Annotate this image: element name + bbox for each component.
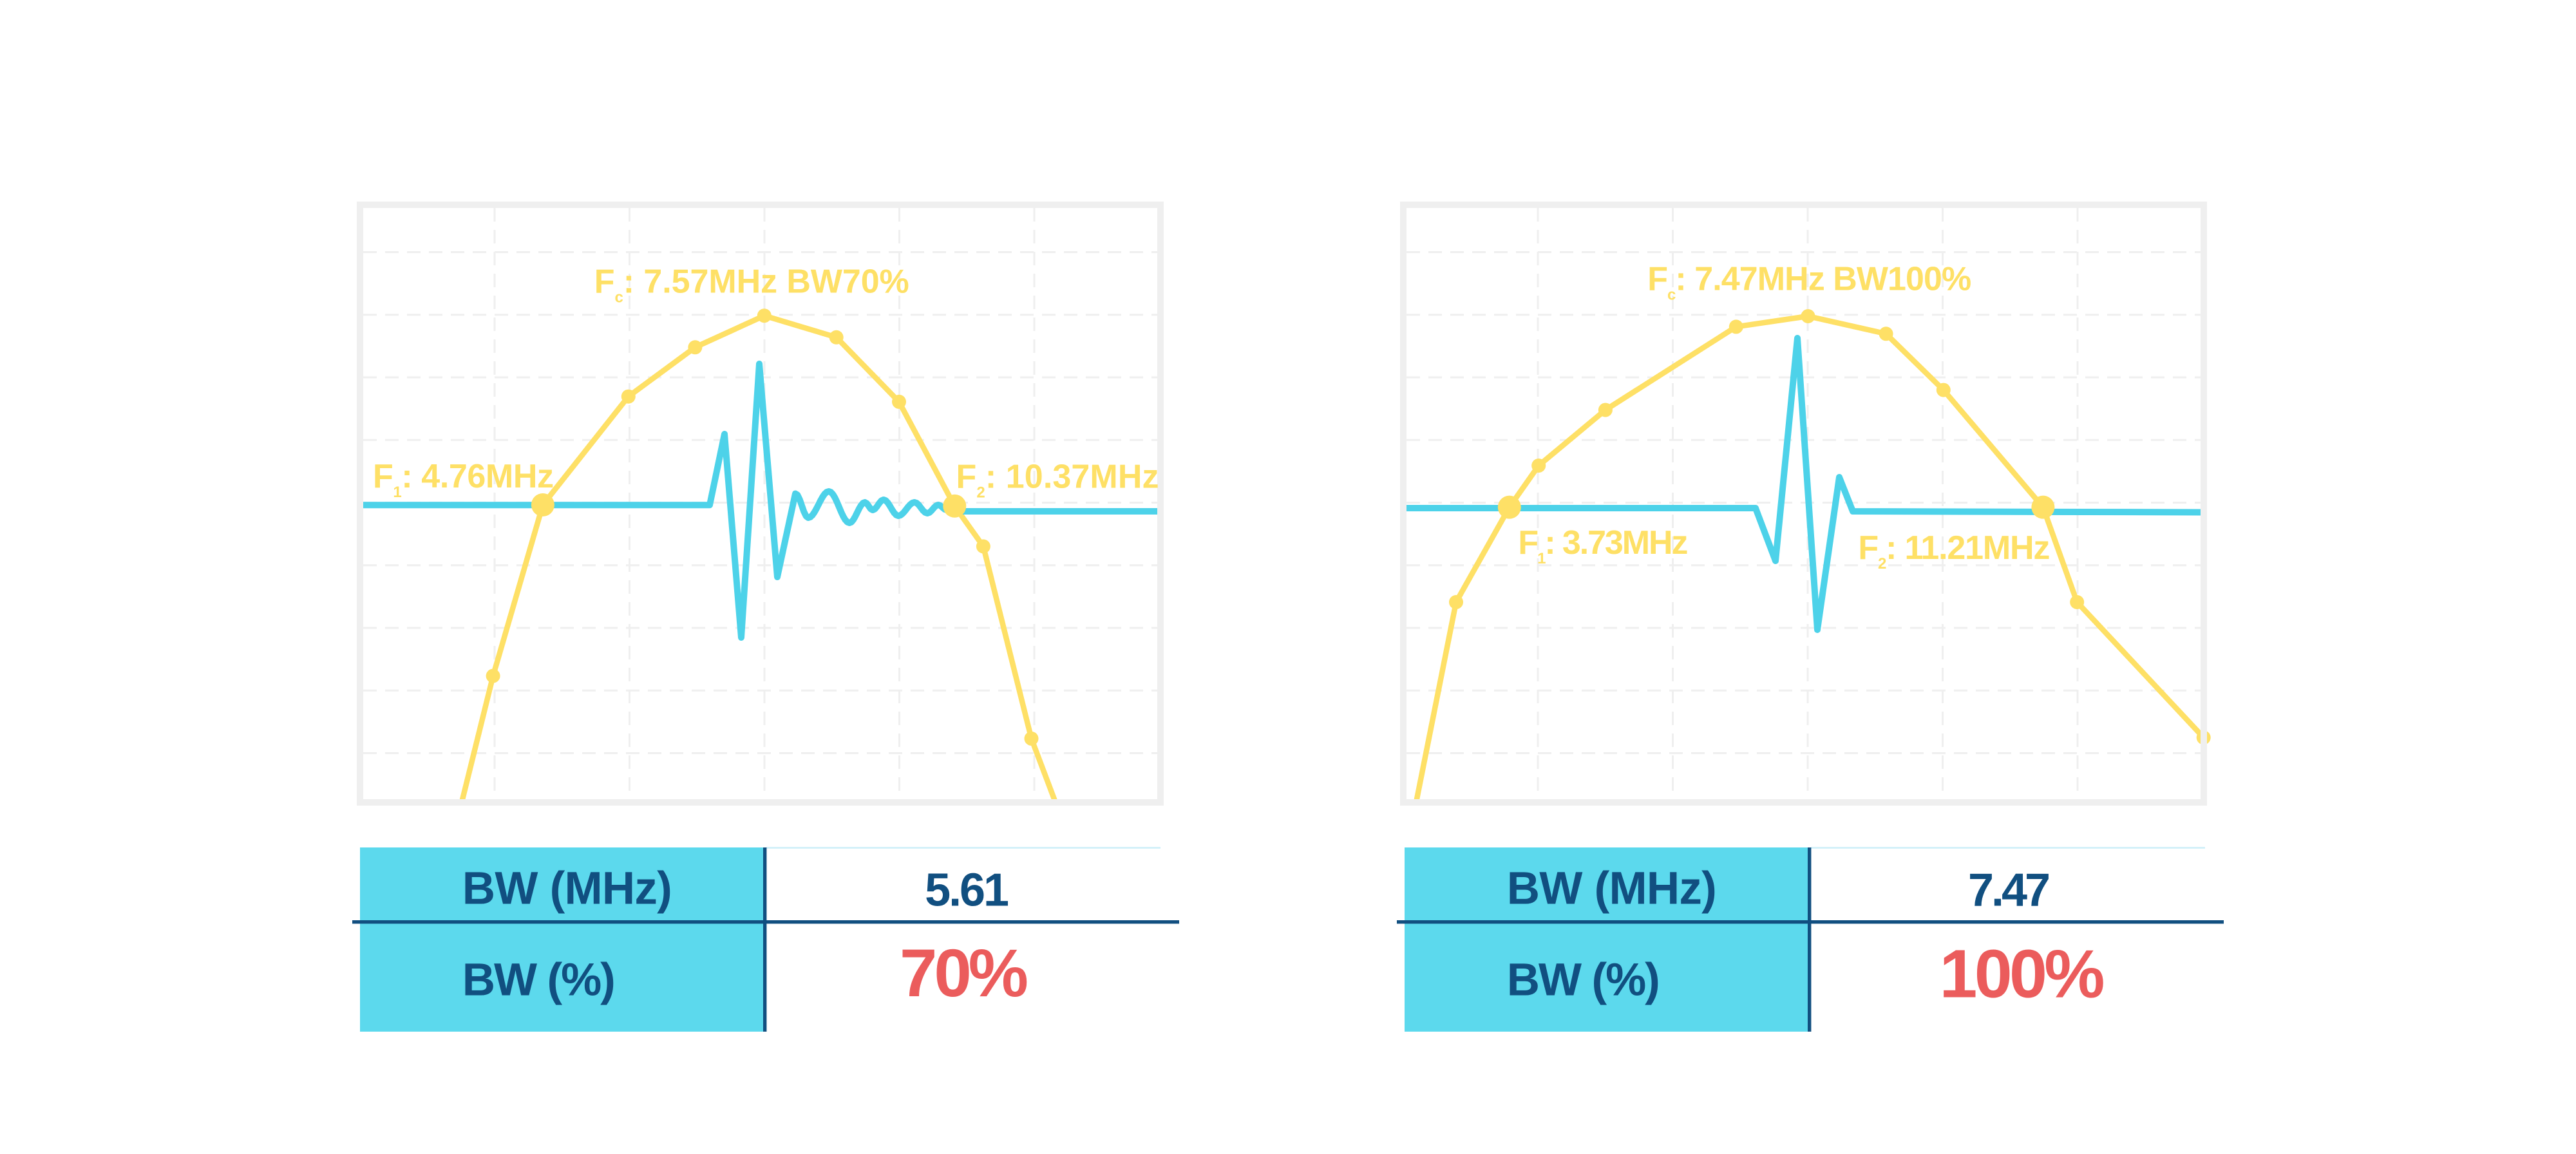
svg-text:5.61: 5.61	[925, 865, 1009, 916]
svg-text:F2: 11.21MHz: F2: 11.21MHz	[1858, 529, 2050, 572]
svg-text:F1: 3.73MHz: F1: 3.73MHz	[1518, 524, 1688, 567]
svg-text:Fc: 7.47MHz BW100%: Fc: 7.47MHz BW100%	[1647, 261, 1971, 304]
svg-text:7.47: 7.47	[1968, 865, 2050, 916]
svg-text:70%: 70%	[900, 936, 1028, 1011]
svg-text:BW (%): BW (%)	[1507, 954, 1660, 1005]
svg-text:F1: 4.76MHz: F1: 4.76MHz	[373, 458, 554, 501]
svg-text:BW (MHz): BW (MHz)	[1507, 864, 1717, 914]
svg-text:100%: 100%	[1940, 936, 2105, 1012]
svg-text:BW (MHz): BW (MHz)	[462, 864, 672, 914]
svg-text:F2: 10.37MHz: F2: 10.37MHz	[956, 459, 1159, 502]
svg-text:BW (%): BW (%)	[462, 954, 616, 1005]
svg-text:Fc: 7.57MHz BW70%: Fc: 7.57MHz BW70%	[594, 263, 909, 307]
